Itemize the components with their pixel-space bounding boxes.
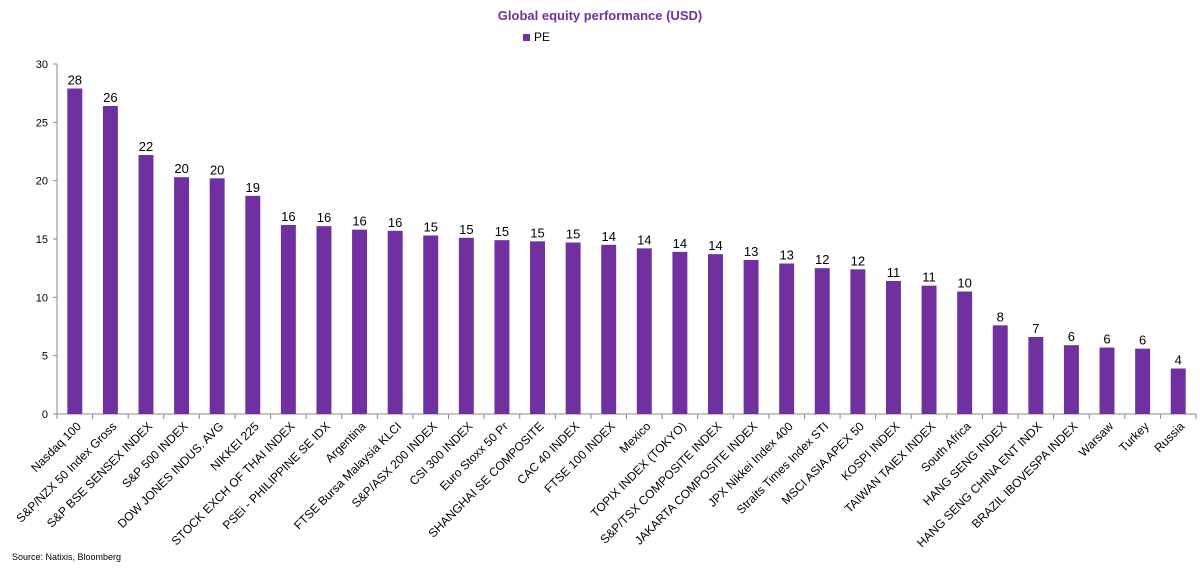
bar <box>494 240 510 414</box>
bar <box>636 248 652 414</box>
bar <box>423 235 439 414</box>
data-label: 4 <box>1175 353 1182 368</box>
data-label: 14 <box>708 238 722 253</box>
data-label: 28 <box>68 73 82 88</box>
data-label: 16 <box>317 210 331 225</box>
data-label: 15 <box>459 222 473 237</box>
bar <box>1170 368 1186 414</box>
bar <box>1135 348 1151 414</box>
data-label: 14 <box>637 232 651 247</box>
data-label: 12 <box>851 253 865 268</box>
data-label: 19 <box>246 180 260 195</box>
y-tick-label: 10 <box>36 292 48 304</box>
chart-title: Global equity performance (USD) <box>497 8 703 23</box>
bar <box>1063 345 1079 414</box>
data-label: 6 <box>1068 329 1075 344</box>
data-label: 26 <box>103 90 117 105</box>
bar <box>885 281 901 414</box>
data-label: 15 <box>530 225 544 240</box>
category-label: Turkey <box>1116 419 1152 455</box>
data-label: 13 <box>779 248 793 263</box>
category-label: Warsaw <box>1076 419 1116 459</box>
bar <box>565 242 581 414</box>
bar <box>102 106 118 414</box>
data-label: 16 <box>352 214 366 229</box>
legend: PE <box>523 30 550 44</box>
bar <box>672 251 688 414</box>
bar <box>921 285 937 414</box>
data-label: 7 <box>1032 321 1039 336</box>
bar <box>850 269 866 414</box>
data-label: 15 <box>495 224 509 239</box>
bar <box>957 291 973 414</box>
bar <box>779 263 795 414</box>
bar <box>138 155 154 414</box>
data-label: 14 <box>601 229 615 244</box>
category-label: Russia <box>1151 419 1187 455</box>
bar <box>743 260 759 414</box>
data-label: 15 <box>566 227 580 242</box>
bar <box>280 225 296 414</box>
data-label: 12 <box>815 252 829 267</box>
data-label: 11 <box>887 265 901 280</box>
bar <box>1028 337 1044 414</box>
legend-label: PE <box>534 30 551 44</box>
category-label: CSI 300 INDEX <box>407 419 476 488</box>
bar <box>245 195 261 414</box>
bar <box>387 230 403 414</box>
bar <box>992 325 1008 414</box>
data-label: 11 <box>922 270 936 285</box>
bar <box>601 244 617 414</box>
bar <box>530 241 545 414</box>
y-tick-label: 30 <box>36 59 48 71</box>
bar <box>209 178 225 414</box>
bar <box>174 177 190 414</box>
data-label: 10 <box>957 276 971 291</box>
bar <box>458 237 474 414</box>
category-label: CAC 40 INDEX <box>514 419 582 487</box>
legend-swatch <box>523 33 530 41</box>
data-label: 14 <box>673 236 687 251</box>
y-tick-label: 5 <box>42 351 48 363</box>
data-label: 22 <box>139 139 153 154</box>
source-note: Source: Natixis, Bloomberg <box>12 552 122 562</box>
data-label: 16 <box>388 215 402 230</box>
data-label: 16 <box>281 209 295 224</box>
bar <box>67 88 83 414</box>
data-label: 15 <box>424 220 438 235</box>
bar <box>316 226 332 414</box>
bar <box>708 254 723 414</box>
data-label: 20 <box>174 161 188 176</box>
data-label: 20 <box>210 162 224 177</box>
bar <box>1099 347 1115 414</box>
y-tick-label: 15 <box>36 234 48 246</box>
data-label: 6 <box>1139 333 1146 348</box>
y-tick-label: 20 <box>36 176 48 188</box>
y-tick-label: 0 <box>42 409 48 421</box>
data-label: 8 <box>997 309 1004 324</box>
bar <box>814 268 830 414</box>
data-label: 6 <box>1103 332 1110 347</box>
data-label: 13 <box>744 244 758 259</box>
y-tick-label: 25 <box>36 117 48 129</box>
bar <box>352 229 368 414</box>
